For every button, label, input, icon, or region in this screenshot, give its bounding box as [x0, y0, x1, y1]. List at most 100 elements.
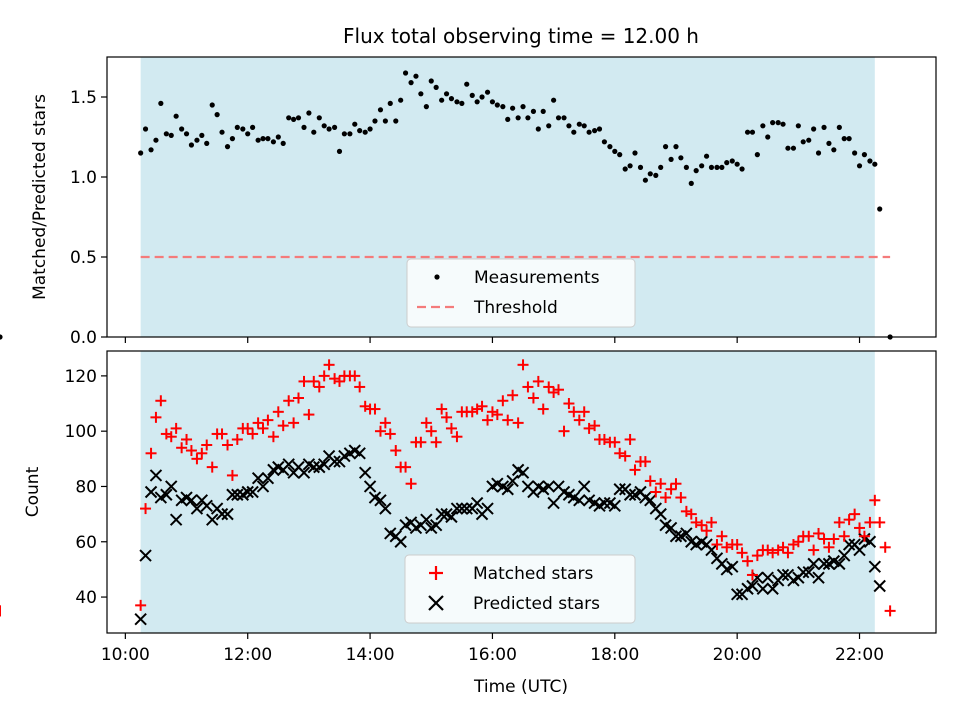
legend-threshold-label: Threshold — [473, 298, 558, 318]
bottom-y-tick-label: 80 — [75, 477, 97, 497]
x-tick-label: 10:00 — [101, 645, 150, 665]
x-tick-label: 18:00 — [590, 645, 639, 665]
predicted-star-point — [394, 535, 407, 548]
predicted-star-point — [460, 502, 473, 515]
predicted-star-point — [797, 565, 810, 579]
matched-star-point — [742, 555, 754, 567]
matched-star-point — [527, 392, 539, 404]
predicted-star-point — [623, 488, 637, 501]
matched-star-point — [854, 522, 866, 534]
predicted-star-point — [450, 502, 464, 515]
top-y-tick-label: 0.0 — [70, 328, 97, 348]
measurement-point — [861, 152, 868, 158]
predicted-star-point — [317, 458, 331, 471]
measurement-point — [510, 105, 516, 111]
matched-star-point — [288, 417, 300, 429]
matched-star-point — [701, 525, 713, 537]
measurement-point — [647, 171, 653, 177]
matched-star-point — [257, 422, 269, 434]
measurement-point — [530, 108, 537, 114]
predicted-star-point — [598, 496, 611, 510]
measurement-point — [877, 206, 883, 212]
predicted-star-point — [766, 582, 779, 595]
measurement-point — [811, 126, 817, 132]
measurement-point — [413, 73, 419, 79]
matched-star-point — [685, 508, 697, 520]
top-x-ticks — [124, 337, 861, 343]
measurement-point — [627, 163, 633, 169]
matched-star-point — [298, 375, 310, 387]
measurement-point — [316, 115, 322, 121]
measurement-point — [439, 97, 445, 103]
matched-star-point — [222, 439, 234, 451]
measurement-point — [367, 126, 373, 132]
measurement-point — [714, 164, 720, 170]
matched-star-point — [543, 381, 555, 393]
measurement-point — [872, 161, 878, 167]
matched-star-point — [665, 483, 677, 495]
matched-star-point — [818, 533, 830, 545]
matched-star-point — [425, 425, 437, 437]
matched-star-point — [568, 406, 580, 418]
measurement-point — [555, 115, 562, 121]
top-y-tick-label: 0.5 — [70, 248, 97, 268]
matched-star-point — [619, 450, 631, 462]
measurement-point — [719, 164, 725, 170]
measurement-point — [856, 163, 863, 169]
matched-star-point — [823, 541, 835, 553]
predicted-star-point — [261, 471, 275, 485]
measurement-point — [459, 100, 465, 106]
measurement-point — [423, 104, 429, 110]
matched-star-point — [476, 400, 488, 412]
matched-star-point — [614, 447, 626, 459]
matched-star-point — [176, 442, 188, 454]
measurement-point — [398, 97, 404, 103]
matched-star-point — [226, 469, 238, 481]
measurement-point — [183, 131, 190, 137]
measurement-point — [474, 99, 480, 105]
measurement-point — [464, 81, 470, 87]
measurement-point — [841, 136, 847, 142]
matched-star-point — [767, 547, 779, 559]
measurement-point — [566, 123, 572, 129]
matched-star-point — [369, 403, 381, 415]
measurement-point — [673, 144, 679, 150]
measurement-point — [581, 123, 587, 129]
measurement-point — [622, 166, 628, 172]
measurement-point — [790, 145, 797, 151]
predicted-star-point — [573, 494, 586, 507]
predicted-star-point — [746, 579, 759, 593]
matched-star-point — [165, 431, 177, 443]
predicted-star-point — [455, 502, 469, 515]
measurement-points — [0, 70, 893, 340]
predicted-star-point — [761, 571, 774, 584]
matched-star-point — [507, 389, 519, 401]
measurement-point — [326, 126, 332, 132]
measurement-point — [535, 126, 541, 132]
matched-star-point — [589, 420, 601, 432]
measurement-point — [357, 128, 363, 134]
measurement-point — [234, 124, 240, 130]
matched-star-point — [849, 508, 861, 520]
bottom-y-tick-label: 120 — [65, 367, 97, 387]
predicted-star-point — [873, 579, 886, 593]
predicted-star-point — [206, 513, 219, 526]
top-y-tick-label: 1.0 — [70, 168, 97, 188]
measurement-point — [255, 137, 261, 143]
measurement-point — [204, 140, 210, 146]
predicted-star-point — [802, 565, 815, 579]
matched-star-point — [482, 414, 494, 426]
matched-star-point — [384, 428, 396, 440]
matched-star-point — [553, 384, 565, 396]
measurement-point — [739, 166, 745, 172]
matched-star-point — [711, 539, 723, 551]
predicted-star-point — [251, 471, 265, 485]
predicted-star-point — [817, 557, 831, 571]
matched-star-point — [145, 447, 157, 459]
matched-star-point — [196, 447, 208, 459]
measurement-point — [653, 172, 659, 178]
measurement-point — [703, 153, 710, 159]
measurement-point — [295, 115, 302, 121]
legend-measurements-label: Measurements — [474, 268, 600, 288]
